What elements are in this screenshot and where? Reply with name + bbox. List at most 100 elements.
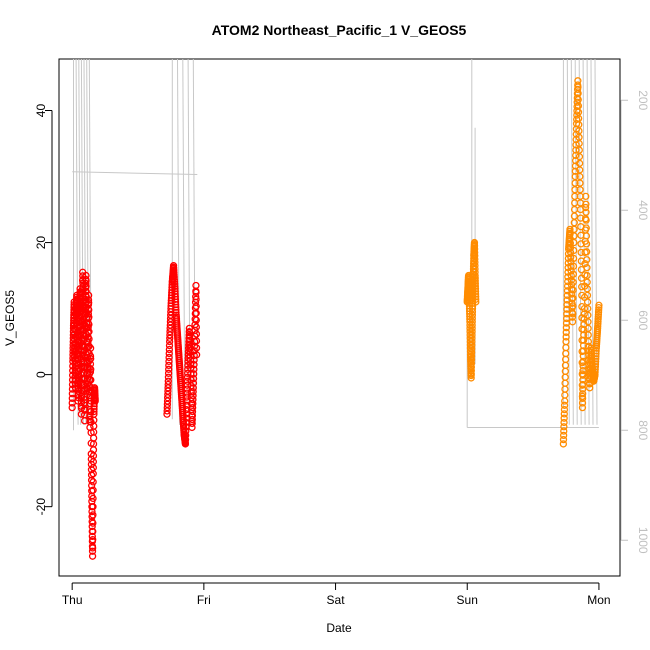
point-s1-137 [560, 414, 568, 422]
point-s1-408 [594, 308, 603, 316]
point-s0-282 [87, 365, 95, 373]
point-s1-407 [594, 310, 603, 319]
point-s0-243 [84, 324, 92, 332]
gray-path-lines [72, 58, 599, 431]
point-s1-331 [584, 337, 593, 346]
point-s1-161 [563, 291, 571, 300]
point-s1-66 [467, 352, 476, 360]
point-s1-129 [472, 295, 480, 303]
point-s1-294 [579, 341, 588, 350]
point-s1-64 [467, 359, 476, 368]
point-s1-125 [471, 285, 480, 293]
point-s1-388 [592, 352, 600, 360]
point-s1-154 [562, 324, 571, 332]
point-s1-381 [591, 370, 599, 379]
point-s1-128 [472, 293, 480, 301]
gray-line-0 [72, 171, 198, 175]
point-s1-141 [561, 397, 569, 405]
point-s1-68 [468, 345, 476, 353]
point-s1-205 [569, 286, 577, 294]
point-s0-493 [182, 431, 190, 440]
point-s0-408 [170, 278, 179, 286]
point-s0-249 [84, 296, 93, 304]
plot-frame [58, 58, 621, 577]
point-s1-385 [591, 360, 600, 368]
point-s1-152 [562, 333, 570, 341]
point-s1-210 [570, 246, 578, 255]
x-tick-label-3: Sun [457, 593, 478, 607]
point-s0-364 [165, 365, 173, 373]
point-s0-210 [82, 271, 90, 280]
point-s0-581 [192, 351, 201, 359]
right-tick-label-3: 800 [636, 420, 650, 440]
right-tick-label-0: 200 [636, 90, 650, 110]
point-s0-554 [190, 370, 198, 378]
point-s0-524 [186, 336, 194, 344]
point-s1-314 [582, 216, 590, 224]
point-s0-417 [172, 300, 180, 309]
point-s0-253 [85, 313, 93, 321]
point-s1-126 [471, 287, 480, 296]
point-s0-278 [86, 360, 95, 368]
point-s1-389 [592, 349, 600, 358]
point-s0-402 [170, 264, 178, 272]
point-s1-63 [467, 363, 476, 371]
point-s0-255 [85, 328, 93, 336]
point-s0-530 [186, 360, 195, 368]
point-s0-212 [82, 282, 90, 290]
point-s0-315 [89, 511, 97, 519]
point-s0-529 [186, 356, 195, 364]
point-s0-294 [87, 471, 96, 479]
point-s0-251 [85, 298, 93, 307]
point-s1-411 [595, 301, 603, 309]
point-s0-309 [88, 547, 97, 555]
point-s1-384 [591, 363, 600, 371]
point-s0-314 [89, 519, 97, 527]
point-s0-318 [89, 486, 97, 494]
point-s0-552 [189, 379, 198, 387]
point-s0-362 [164, 373, 173, 381]
point-s1-184 [566, 239, 574, 247]
point-s1-341 [586, 384, 594, 392]
point-s1-61 [467, 370, 475, 378]
y-tick-label-2: 20 [34, 236, 48, 250]
point-s0-252 [85, 306, 93, 314]
x-tick-label-4: Mon [587, 593, 610, 607]
point-s0-319 [89, 478, 97, 486]
point-s1-207 [569, 270, 578, 278]
right-tick-label-2: 600 [636, 310, 650, 330]
x-axis: Thu Fri Sat Sun Mon [62, 582, 611, 607]
point-s1-181 [566, 225, 574, 234]
point-s0-550 [189, 388, 197, 396]
point-s0-368 [165, 349, 173, 358]
point-s0-411 [171, 285, 179, 293]
point-s1-135 [560, 423, 568, 431]
point-s1-297 [580, 326, 588, 334]
chart-title: ATOM2 Northeast_Pacific_1 V_GEOS5 [212, 22, 467, 38]
point-s0-350 [91, 397, 99, 405]
point-s0-382 [167, 302, 175, 310]
point-s0-407 [170, 275, 179, 284]
point-s0-579 [192, 337, 201, 345]
point-s1-121 [471, 274, 479, 282]
point-s0-546 [189, 403, 197, 412]
point-s1-202 [569, 310, 577, 318]
point-s1-403 [594, 320, 602, 328]
point-s1-123 [471, 279, 479, 288]
point-s1-142 [561, 391, 569, 399]
y-axis-label: V_GEOS5 [3, 290, 17, 346]
point-s1-130 [472, 298, 480, 306]
point-s0-571 [192, 281, 200, 290]
point-s0-293 [87, 466, 96, 474]
x-tick-label-0: Thu [62, 593, 83, 607]
point-s1-296 [580, 331, 588, 339]
right-tick-label-4: 1000 [636, 527, 650, 554]
point-s1-140 [560, 401, 569, 409]
point-s0-494 [182, 427, 190, 435]
point-s1-65 [467, 356, 476, 364]
point-s0-413 [171, 290, 179, 298]
point-s0-406 [170, 273, 178, 281]
point-s1-203 [569, 302, 577, 310]
right-tick-label-1: 400 [636, 200, 650, 220]
point-s0-257 [85, 342, 93, 350]
